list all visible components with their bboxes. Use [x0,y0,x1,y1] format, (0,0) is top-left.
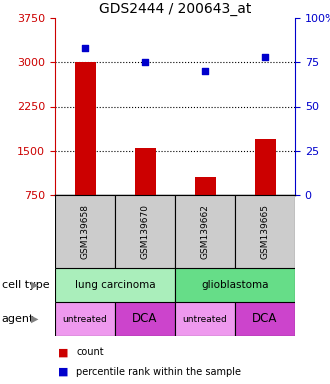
Text: count: count [77,348,104,358]
Text: cell type: cell type [2,280,49,290]
Bar [75,62,95,195]
Text: GSM139662: GSM139662 [201,204,210,259]
Bar [235,302,295,336]
Bar [175,268,295,302]
Text: lung carcinoma: lung carcinoma [75,280,155,290]
Point [142,59,148,65]
Bar [135,148,155,195]
Bar [235,195,295,268]
Bar [115,195,175,268]
Bar [115,302,175,336]
Text: untreated: untreated [63,314,107,323]
Bar [254,139,276,195]
Bar [175,195,235,268]
Text: percentile rank within the sample: percentile rank within the sample [77,367,242,377]
Text: untreated: untreated [182,314,227,323]
Bar [55,195,115,268]
Bar [55,302,115,336]
Point [82,45,88,51]
Text: ▶: ▶ [31,280,39,290]
Bar [194,177,215,195]
Text: ■: ■ [58,367,69,377]
Text: GSM139665: GSM139665 [260,204,270,259]
Point [202,68,208,74]
Text: GSM139658: GSM139658 [81,204,89,259]
Bar [175,302,235,336]
Bar [55,268,175,302]
Text: glioblastoma: glioblastoma [201,280,269,290]
Text: DCA: DCA [252,313,278,326]
Text: ▶: ▶ [31,314,39,324]
Point [262,54,268,60]
Text: ■: ■ [58,348,69,358]
Text: agent: agent [2,314,34,324]
Title: GDS2444 / 200643_at: GDS2444 / 200643_at [99,2,251,16]
Text: DCA: DCA [132,313,158,326]
Text: GSM139670: GSM139670 [141,204,149,259]
